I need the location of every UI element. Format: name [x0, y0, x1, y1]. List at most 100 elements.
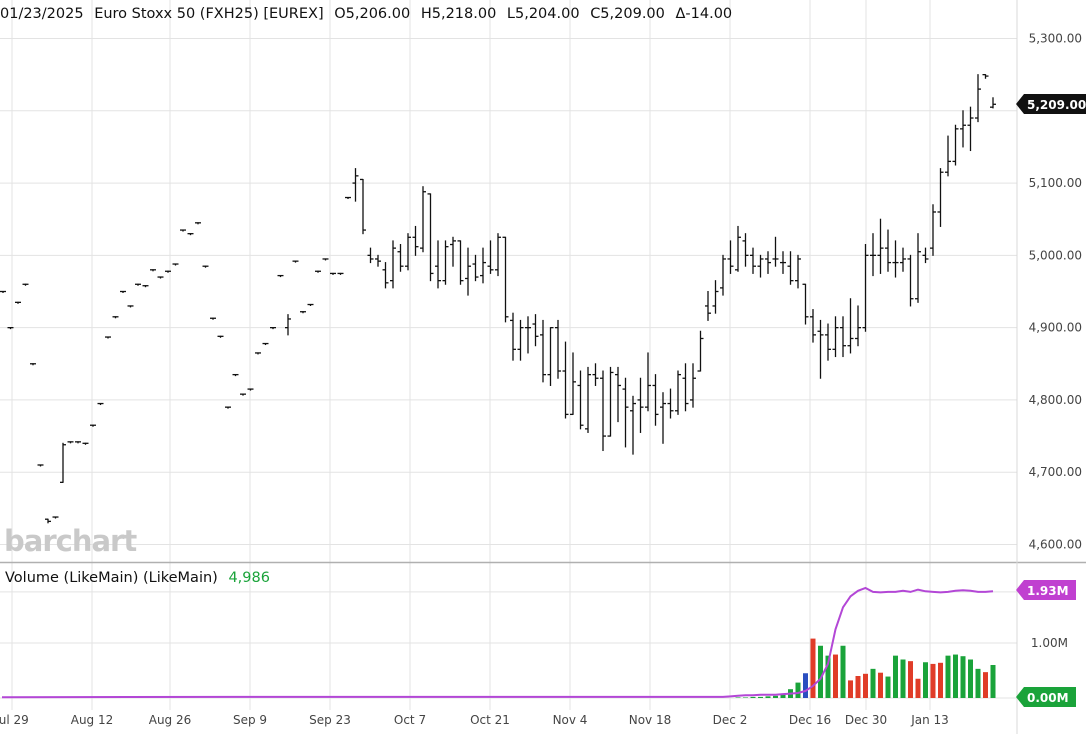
- ohlc-bar: [705, 291, 711, 321]
- volume-axis: 1.00M: [1031, 636, 1068, 650]
- ohlc-bar: [907, 254, 914, 307]
- ohlc-bar: [22, 283, 29, 286]
- volume-zero-label: 0.00M: [1027, 691, 1069, 705]
- time-axis: Jul 29 Aug 12 Aug 26 Sep 9 Sep 23 Oct 7 Oct 21…: [0, 713, 949, 727]
- volume-average-line: [1, 586, 994, 699]
- ohlc-bar: [37, 464, 44, 467]
- ohlc-bar: [367, 247, 374, 264]
- ohlc-bar: [547, 326, 554, 386]
- ohlc-bar: [45, 518, 51, 524]
- ohlc-bar: [172, 263, 179, 266]
- ohlc-bar: [135, 283, 141, 286]
- ohlc-bar: [540, 319, 546, 383]
- ohlc-bar: [577, 370, 584, 430]
- ohlc-bar: [67, 441, 74, 444]
- ohlc-bar: [390, 240, 396, 289]
- volume-bar: [810, 638, 816, 698]
- volume-bar: [825, 655, 831, 698]
- ohlc-bar: [825, 323, 831, 361]
- volume-bar: [780, 693, 786, 698]
- price-tick-label: 5,300.00: [1029, 32, 1082, 46]
- price-tick-label: 5,100.00: [1029, 176, 1082, 190]
- volume-bar: [840, 645, 846, 698]
- time-tick-label: Jul 29: [0, 713, 29, 727]
- ohlc-bar: [150, 269, 156, 272]
- volume-bar: [795, 682, 801, 698]
- price-tick-label: 4,600.00: [1029, 538, 1082, 552]
- header-instrument: Euro Stoxx 50 (FXH25) [EUREX]: [94, 6, 323, 22]
- ohlc-bar: [870, 233, 876, 277]
- ohlc-bar: [990, 97, 996, 109]
- time-tick-label: Dec 2: [713, 713, 748, 727]
- time-tick-label: Nov 18: [629, 713, 672, 727]
- ohlc-bar: [330, 272, 336, 275]
- price-tick-label: 4,700.00: [1029, 465, 1082, 479]
- volume-bar: [773, 695, 778, 698]
- ohlc-bar: [502, 236, 509, 323]
- ohlc-bar: [360, 178, 366, 235]
- volume-bar: [930, 663, 936, 698]
- ohlc-bar: [240, 393, 246, 396]
- ohlc-bar: [90, 424, 96, 427]
- time-tick-label: Jan 13: [910, 713, 949, 727]
- ohlc-bar: [412, 225, 419, 256]
- ohlc-bar: [112, 316, 119, 319]
- volume-bar: [975, 668, 981, 698]
- ohlc-bar: [817, 319, 824, 379]
- ohlc-bar: [352, 168, 359, 202]
- volume-average-tag: 1.93M: [1016, 580, 1076, 600]
- ohlc-bar: [0, 290, 6, 293]
- ohlc-bar: [877, 218, 884, 274]
- ohlc-bar: [337, 272, 344, 275]
- volume-bar: [953, 654, 958, 698]
- volume-bar: [900, 659, 906, 698]
- ohlc-bar: [832, 316, 839, 358]
- ohlc-bar: [157, 276, 164, 279]
- ohlc-bar: [847, 298, 854, 354]
- ohlc-bar: [292, 260, 299, 263]
- ohlc-bar: [555, 319, 561, 379]
- ohlc-bar: [217, 335, 224, 338]
- header-date: 01/23/2025: [0, 6, 84, 22]
- ohlc-bar: [937, 168, 944, 227]
- volume-bar: [833, 654, 838, 698]
- ohlc-bar: [885, 229, 891, 272]
- volume-bar: [960, 656, 966, 698]
- ohlc-bar: [30, 363, 36, 366]
- ohlc-bar: [532, 314, 539, 347]
- ohlc-bar: [472, 254, 479, 282]
- time-tick-label: Oct 21: [470, 713, 510, 727]
- ohlc-bar: [682, 363, 689, 412]
- ohlc-bar: [517, 319, 524, 361]
- ohlc-bar: [195, 222, 201, 225]
- ohlc-bar: [487, 240, 494, 274]
- ohlc-bar: [450, 236, 456, 267]
- time-tick-label: Sep 9: [233, 713, 267, 727]
- ohlc-bar: [315, 270, 321, 273]
- ohlc-bar: [397, 244, 404, 272]
- volume-bar: [803, 673, 808, 698]
- ohlc-bar: [120, 290, 126, 293]
- ohlc-bar: [930, 204, 936, 256]
- volume-zero-tag: 0.00M: [1016, 687, 1076, 707]
- ohlc-bar: [637, 377, 644, 433]
- ohlc-bar: [615, 366, 621, 423]
- ohlc-bar: [420, 186, 426, 253]
- volume-bar: [750, 696, 756, 698]
- ohlc-bar: [795, 254, 801, 289]
- ohlc-bars: [0, 73, 996, 524]
- ohlc-bar: [60, 442, 66, 483]
- ohlc-bar: [967, 106, 974, 152]
- volume-bar: [923, 662, 928, 698]
- volume-bar: [893, 655, 898, 698]
- ohlc-bar: [720, 254, 726, 296]
- ohlc-bar: [262, 342, 269, 346]
- ohlc-bar: [915, 233, 921, 303]
- chart-header: 01/23/2025 Euro Stoxx 50 (FXH25) [EUREX]…: [0, 6, 732, 22]
- ohlc-bar: [862, 244, 869, 332]
- ohlc-bar: [780, 251, 786, 274]
- volume-value: 4,986: [228, 570, 270, 586]
- ohlc-bar: [727, 240, 734, 274]
- ohlc-bar: [660, 392, 666, 444]
